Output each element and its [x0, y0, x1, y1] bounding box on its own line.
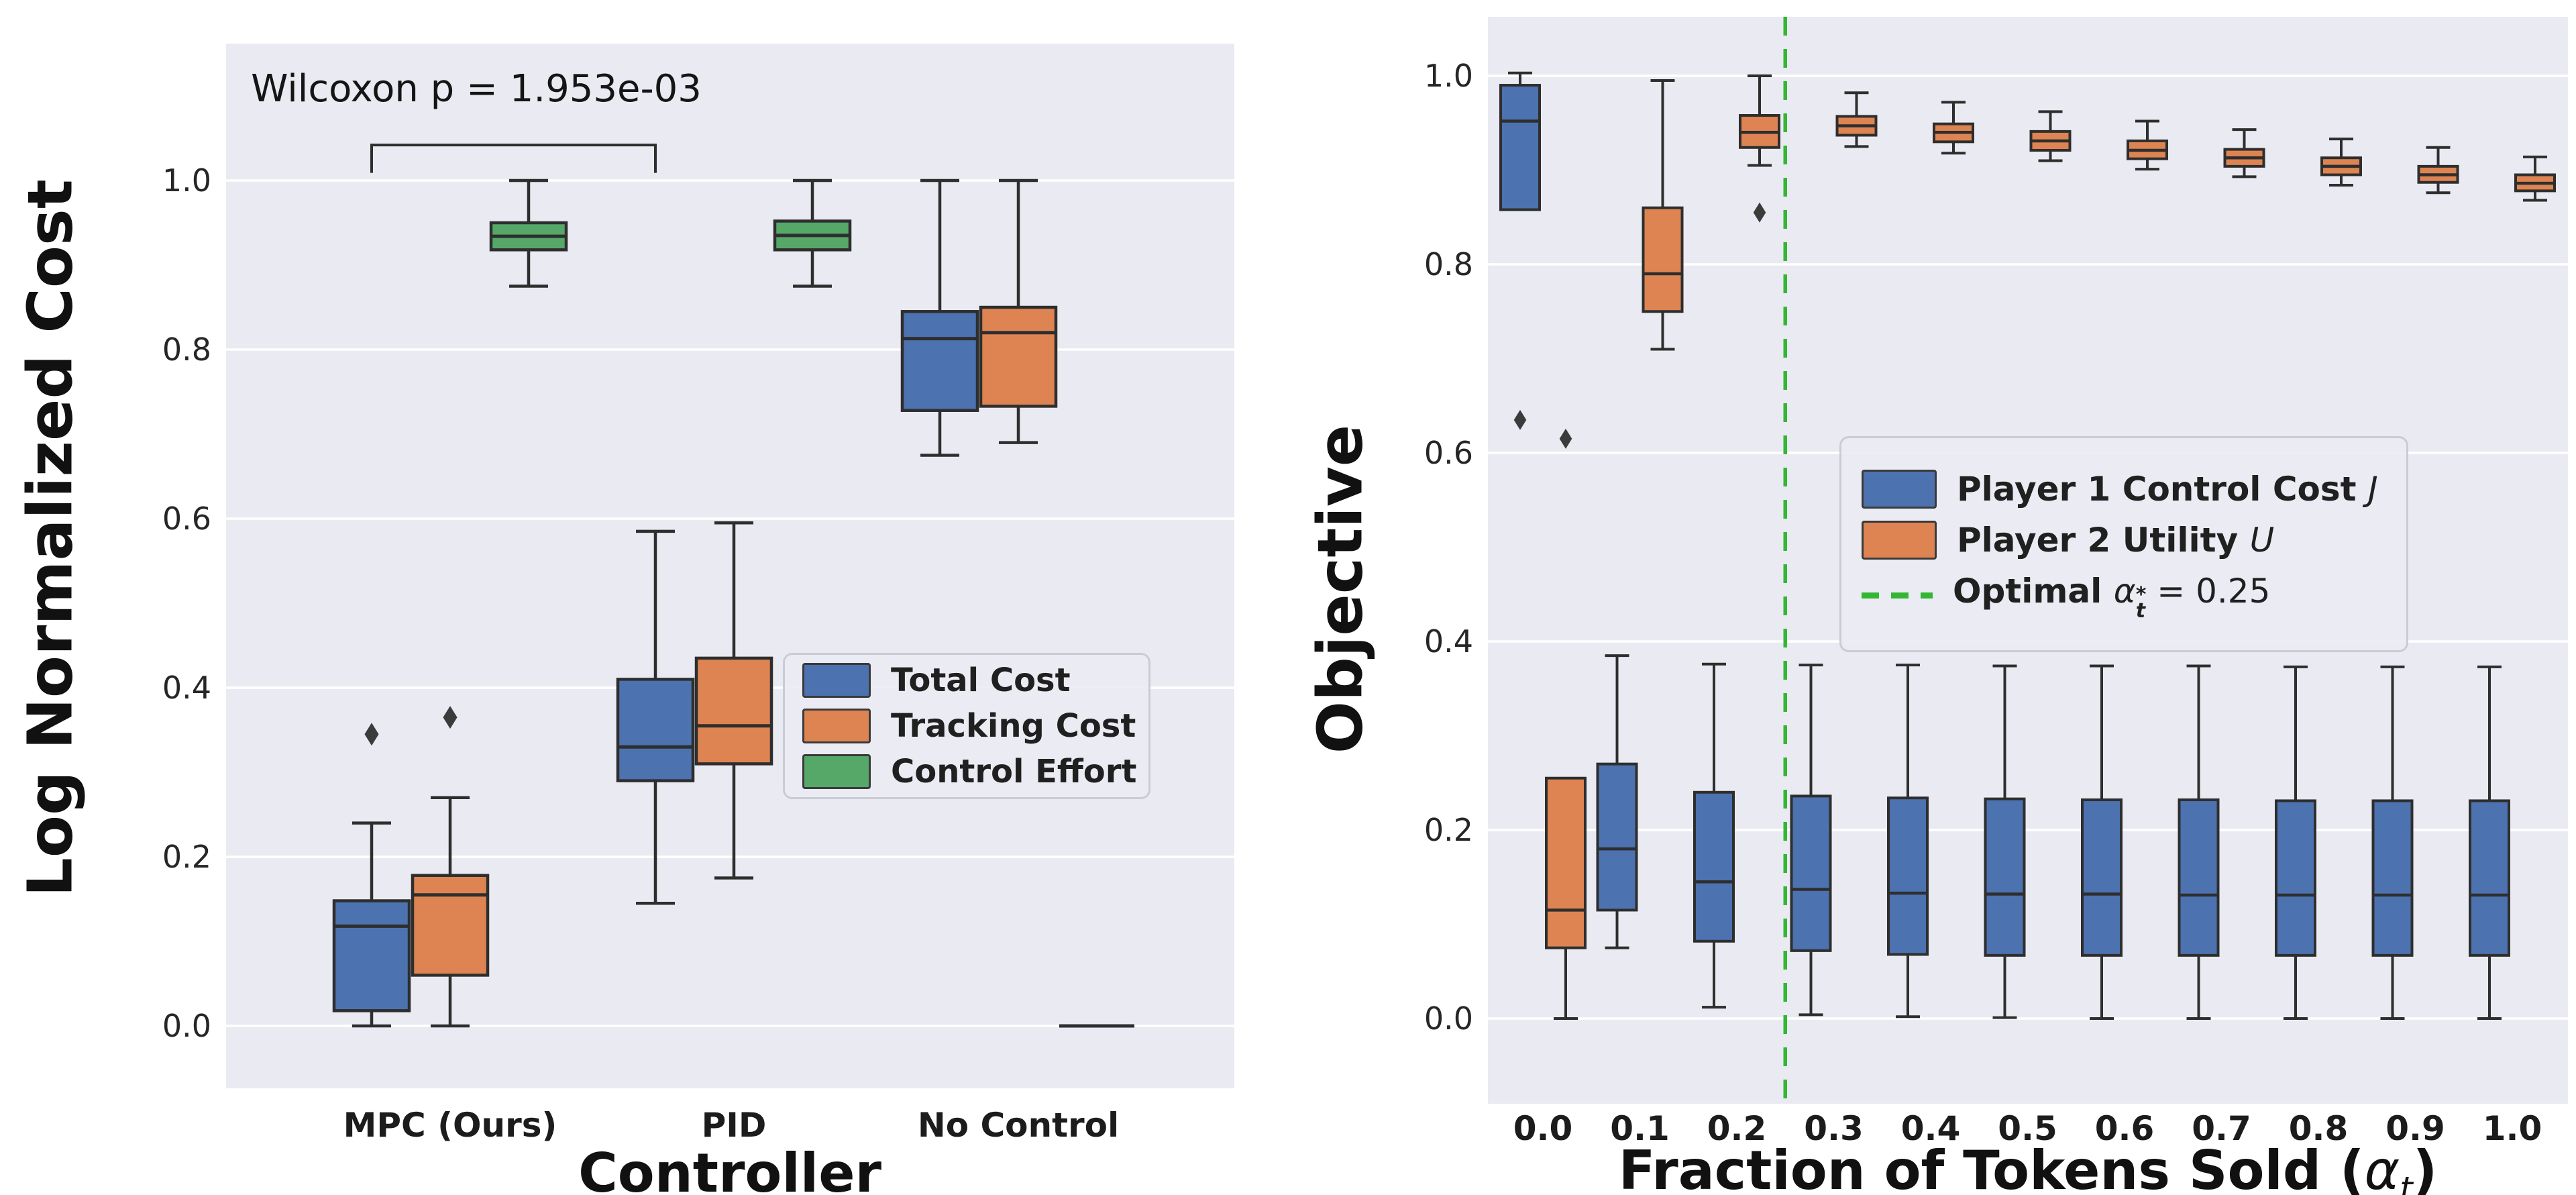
optimal-line-sample	[1862, 592, 1933, 599]
box	[2275, 799, 2316, 957]
optimal-alpha-star: *	[2135, 583, 2147, 607]
y-tick-label: 0.4	[162, 670, 211, 706]
box	[1642, 206, 1684, 313]
optimal-alpha-symbol: α	[2113, 571, 2136, 611]
left-legend: Total Cost Tracking Cost Control Effort	[783, 653, 1150, 799]
box	[2371, 799, 2414, 957]
legend-item-player1-cost: Player 1 Control Cost J	[1862, 469, 2386, 509]
outlier-marker	[1513, 409, 1527, 430]
legend-item-tracking-cost: Tracking Cost	[802, 707, 1136, 745]
player2-label-text: Player 2 Utility	[1957, 520, 2250, 560]
legend-label-player1-cost: Player 1 Control Cost J	[1957, 470, 2378, 509]
total-cost-swatch	[802, 663, 871, 698]
legend-label-player2-utility: Player 2 Utility U	[1957, 521, 2274, 560]
box	[616, 678, 695, 782]
box	[2178, 798, 2220, 957]
x-tick-label: 0.2	[1707, 1109, 1767, 1148]
y-tick-label: 0.8	[1424, 246, 1473, 282]
box	[979, 305, 1058, 408]
x-tick-label: 0.9	[2385, 1109, 2445, 1148]
x-tick-label: 0.6	[2095, 1109, 2155, 1148]
x-tick-label: 0.7	[2192, 1109, 2251, 1148]
box	[332, 899, 411, 1012]
box	[1545, 776, 1587, 949]
x-tick-label: 1.0	[2483, 1109, 2542, 1148]
right-legend: Player 1 Control Cost J Player 2 Utility…	[1839, 436, 2408, 652]
y-tick-label: 0.6	[162, 501, 211, 537]
y-tick-label: 0.8	[162, 331, 211, 368]
legend-label-total-cost: Total Cost	[891, 662, 1071, 699]
right-x-axis-label-close: )	[2412, 1139, 2438, 1195]
player2-math-symbol: U	[2249, 520, 2275, 560]
right-y-axis-label: Objective	[1304, 424, 1377, 754]
y-tick-label: 1.0	[1424, 58, 1473, 94]
left-x-axis-label: Controller	[578, 1142, 881, 1195]
box	[2469, 799, 2510, 957]
legend-item-total-cost: Total Cost	[802, 662, 1131, 699]
x-tick-label: 0.1	[1610, 1109, 1670, 1148]
y-tick-label: 0.2	[1424, 812, 1473, 848]
outlier-marker	[443, 706, 458, 729]
right-x-axis-label: Fraction of Tokens Sold (αt)	[1619, 1139, 2438, 1195]
x-tick-label: PID	[702, 1106, 767, 1145]
box	[1984, 797, 2026, 957]
legend-item-control-effort: Control Effort	[802, 753, 1136, 790]
alpha-subscript: t	[2400, 1170, 2413, 1195]
y-tick-label: 0.4	[1424, 623, 1473, 660]
box	[900, 310, 979, 412]
y-tick-label: 0.0	[162, 1008, 211, 1044]
y-tick-label: 0.2	[162, 839, 211, 875]
y-tick-label: 0.0	[1424, 1000, 1473, 1037]
optimal-alpha-supsub: * t	[2135, 583, 2147, 623]
alpha-symbol: α	[2364, 1139, 2400, 1195]
y-tick-label: 0.6	[1424, 435, 1473, 471]
x-tick-label: 0.8	[2289, 1109, 2349, 1148]
x-tick-label: MPC (Ours)	[343, 1106, 557, 1145]
control-effort-swatch	[802, 754, 871, 789]
tracking-cost-swatch	[802, 709, 871, 743]
optimal-alpha-value: = 0.25	[2146, 571, 2271, 611]
x-tick-label: 0.3	[1804, 1109, 1864, 1148]
x-tick-label: No Control	[918, 1106, 1119, 1145]
box	[1596, 762, 1638, 912]
x-tick-label: 0.0	[1513, 1109, 1573, 1148]
legend-item-optimal-alpha: Optimal α * t = 0.25	[1862, 571, 2386, 623]
legend-label-control-effort: Control Effort	[891, 753, 1137, 790]
y-tick-label: 1.0	[162, 162, 211, 199]
outlier-marker	[1753, 202, 1766, 223]
box	[2081, 798, 2123, 957]
legend-item-player2-utility: Player 2 Utility U	[1862, 520, 2386, 560]
box	[1693, 790, 1735, 943]
box	[1499, 84, 1541, 211]
box	[694, 656, 773, 766]
box	[411, 874, 490, 977]
outlier-marker	[364, 723, 379, 746]
optimal-label-text: Optimal	[1953, 571, 2114, 611]
left-y-axis-label: Log Normalized Cost	[14, 179, 87, 897]
outlier-marker	[1559, 428, 1572, 449]
optimal-alpha-sub-t: t	[2135, 599, 2146, 623]
wilcoxon-annotation: Wilcoxon p = 1.953e-03	[251, 67, 702, 111]
significance-bracket	[370, 144, 657, 173]
box	[1887, 796, 1929, 956]
player2-utility-swatch	[1862, 520, 1937, 560]
player1-cost-swatch	[1862, 469, 1937, 509]
player1-label-text: Player 1 Control Cost	[1957, 469, 2368, 509]
player1-math-symbol: J	[2367, 469, 2378, 509]
box	[1790, 794, 1832, 952]
x-tick-label: 0.4	[1901, 1109, 1961, 1148]
legend-label-tracking-cost: Tracking Cost	[891, 707, 1136, 745]
right-x-axis-label-text: Fraction of Tokens Sold (	[1618, 1139, 2365, 1195]
legend-label-optimal-alpha: Optimal α * t = 0.25	[1953, 571, 2271, 623]
x-tick-label: 0.5	[1998, 1109, 2057, 1148]
